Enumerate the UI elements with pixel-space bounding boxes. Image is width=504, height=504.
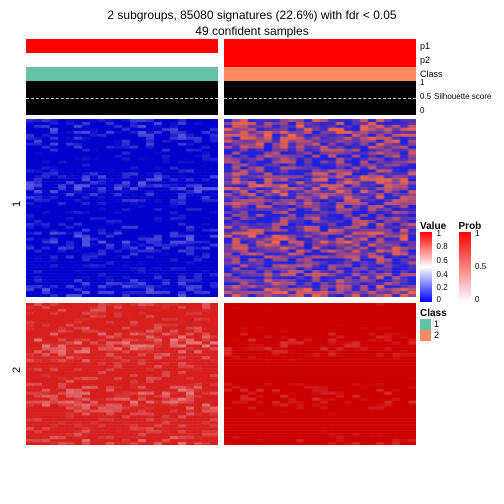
heatmap-group-2: [26, 303, 416, 445]
legend-value: Value 1 0.8 0.6 0.4 0.2 0: [420, 221, 453, 302]
class-item-2: 2: [420, 330, 496, 341]
legend-prob: Prob 1 0.5 0: [459, 221, 492, 302]
prob-ticks: 1 0.5 0: [473, 232, 491, 302]
value-gradient: [420, 232, 432, 302]
heatmap-group-1: [26, 119, 416, 297]
plot-column: [26, 39, 416, 445]
heatmap-g1-right: [224, 119, 416, 297]
silhouette-row: [26, 81, 416, 115]
p1-label: p1: [420, 39, 496, 53]
heatmap-g1-left: [26, 119, 218, 297]
row-group-2-label: 2: [8, 299, 26, 441]
right-column: p1 p2 Class 1 0.5 Silhouette score 0 Val…: [416, 39, 496, 445]
row-group-1-label: 1: [8, 115, 26, 293]
value-ticks: 1 0.8 0.6 0.4 0.2 0: [435, 232, 453, 302]
heatmap-g2-left: [26, 303, 218, 445]
title-line2: 49 confident samples: [8, 24, 496, 40]
p2-label: p2: [420, 53, 496, 67]
class-swatch-1: [420, 319, 431, 330]
annotation-p2: [26, 53, 416, 67]
silhouette-left: [26, 81, 218, 115]
annotation-class: [26, 67, 416, 81]
class-label: Class: [420, 67, 496, 81]
legend-class: Class 1 2: [420, 308, 496, 341]
silhouette-right: [224, 81, 416, 115]
main-area: 1 2: [8, 39, 496, 445]
value-prob-legends: Value 1 0.8 0.6 0.4 0.2 0 Prob 1 0.5 0: [420, 215, 496, 302]
prob-gradient: [459, 232, 471, 302]
title-line1: 2 subgroups, 85080 signatures (22.6%) wi…: [8, 8, 496, 24]
heatmap-g2-right: [224, 303, 416, 445]
chart-title: 2 subgroups, 85080 signatures (22.6%) wi…: [8, 8, 496, 39]
annotation-p1: [26, 39, 416, 53]
silhouette-label: Silhouette score: [434, 92, 491, 101]
class-swatch-2: [420, 330, 431, 341]
row-group-labels: 1 2: [8, 39, 26, 445]
class-item-1: 1: [420, 319, 496, 330]
silhouette-scale: 1 0.5 Silhouette score 0: [420, 81, 496, 115]
